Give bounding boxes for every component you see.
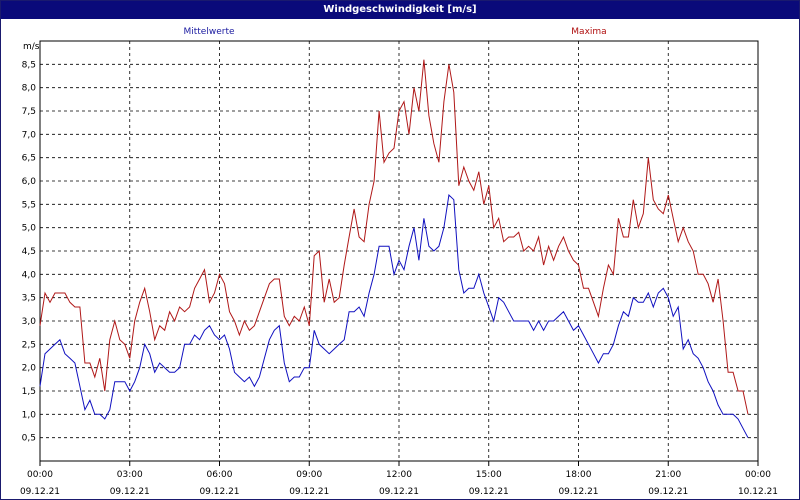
x-tick-date: 09.12.21	[469, 487, 509, 497]
legend-maxima: Maxima	[571, 27, 606, 37]
x-tick-time: 12:00	[386, 470, 412, 480]
y-tick-label: 6,5	[22, 154, 36, 164]
y-tick-label: 1,5	[22, 387, 36, 397]
x-tick-time: 00:00	[745, 470, 771, 480]
y-tick-label: 0,5	[22, 434, 36, 444]
x-tick-date: 09.12.21	[379, 487, 419, 497]
y-tick-label: 5,0	[22, 224, 37, 234]
y-tick-label: 3,0	[22, 317, 37, 327]
x-tick-date: 09.12.21	[110, 487, 150, 497]
x-tick-date: 09.12.21	[289, 487, 329, 497]
x-tick-date: 09.12.21	[20, 487, 60, 497]
series-lines	[39, 59, 749, 438]
x-tick-date: 09.12.21	[558, 487, 598, 497]
y-tick-label: 8,0	[22, 84, 37, 94]
y-tick-label: 8,5	[22, 60, 36, 70]
x-tick-date: 09.12.21	[199, 487, 239, 497]
y-tick-label: 7,5	[22, 107, 36, 117]
y-tick-label: 2,5	[22, 340, 36, 350]
x-tick-time: 21:00	[655, 470, 681, 480]
y-tick-label: 4,5	[22, 247, 36, 257]
y-tick-label: 2,0	[22, 364, 37, 374]
window-title: Windgeschwindigkeit [m/s]	[1, 1, 799, 19]
y-axis: 0,5 1,0 1,5 2,0 2,5 3,0 3,5 4,0 4,5 5,0 5,5 6,0 6,5 7…	[22, 60, 37, 443]
x-tick-time: 09:00	[296, 470, 322, 480]
y-tick-label: 5,5	[22, 200, 36, 210]
y-tick-label: 4,0	[22, 270, 37, 280]
x-tick-time: 06:00	[207, 470, 233, 480]
series-line-maxima	[39, 59, 749, 415]
x-tick-date: 09.12.21	[648, 487, 688, 497]
y-axis-label: m/s	[23, 42, 40, 52]
series-line-mittelwerte	[39, 193, 749, 438]
y-tick-label: 3,5	[22, 294, 36, 304]
x-tick-time: 03:00	[117, 470, 143, 480]
grid-lines	[40, 41, 758, 461]
x-tick-time: 18:00	[566, 470, 592, 480]
legend-mittelwerte: Mittelwerte	[183, 27, 234, 37]
x-axis: 00:00 09.12.21 03:00 09.12.21 06:00 09.12.21 0…	[20, 461, 778, 497]
y-tick-label: 6,0	[22, 177, 37, 187]
x-tick-date: 10.12.21	[738, 487, 778, 497]
x-tick-time: 15:00	[476, 470, 502, 480]
y-tick-label: 7,0	[22, 130, 37, 140]
y-tick-label: 1,0	[22, 410, 37, 420]
x-tick-time: 00:00	[27, 470, 53, 480]
